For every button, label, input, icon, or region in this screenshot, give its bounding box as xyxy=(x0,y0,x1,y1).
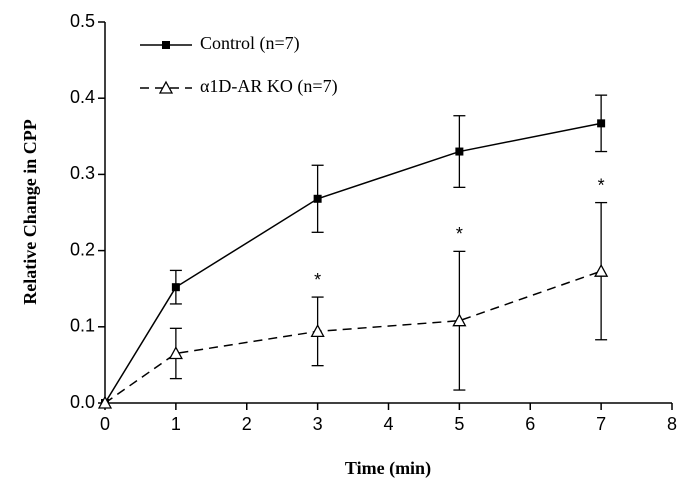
legend-label: α1D-AR KO (n=7) xyxy=(200,76,338,97)
marker xyxy=(97,395,113,409)
marker xyxy=(158,80,174,94)
y-axis-label: Relative Change in CPP xyxy=(20,119,40,304)
annotation: * xyxy=(456,224,463,244)
x-tick-label: 8 xyxy=(667,414,677,434)
marker xyxy=(168,346,183,360)
marker xyxy=(452,313,467,327)
legend-label: Control (n=7) xyxy=(200,33,300,54)
marker xyxy=(313,194,322,203)
x-tick-label: 2 xyxy=(242,414,252,434)
x-tick-label: 5 xyxy=(454,414,464,434)
x-axis-label: Time (min) xyxy=(345,458,431,479)
y-tick-label: 0.1 xyxy=(70,316,95,336)
x-tick-label: 0 xyxy=(100,414,110,434)
y-tick-label: 0.2 xyxy=(70,239,95,259)
y-tick-label: 0.5 xyxy=(70,11,95,31)
marker xyxy=(597,119,606,128)
annotation: * xyxy=(598,175,605,195)
series-line xyxy=(104,122,602,404)
marker xyxy=(162,41,170,49)
x-tick-label: 3 xyxy=(313,414,323,434)
marker xyxy=(171,283,180,292)
marker xyxy=(594,263,609,277)
x-tick-label: 7 xyxy=(596,414,606,434)
x-tick-label: 4 xyxy=(383,414,393,434)
y-tick-label: 0.0 xyxy=(70,392,95,412)
marker xyxy=(310,324,325,338)
x-tick-label: 6 xyxy=(525,414,535,434)
marker xyxy=(455,147,464,156)
annotation: * xyxy=(314,270,321,290)
y-tick-label: 0.4 xyxy=(70,87,95,107)
y-tick-label: 0.3 xyxy=(70,163,95,183)
x-tick-label: 1 xyxy=(171,414,181,434)
